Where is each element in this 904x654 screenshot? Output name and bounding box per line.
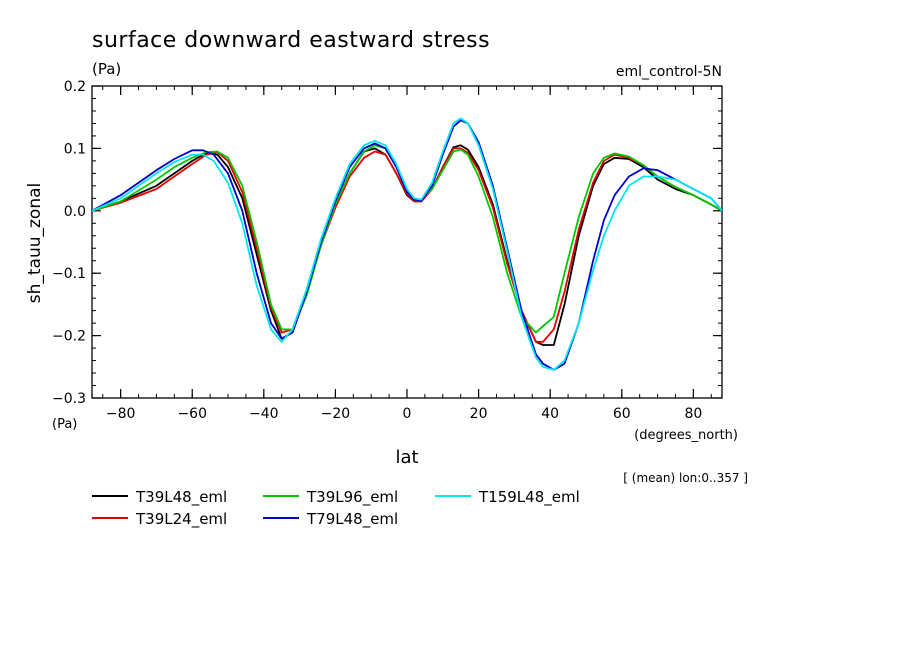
x-axis-units: (degrees_north): [634, 428, 738, 443]
series-line-t79l48-eml: [92, 119, 722, 371]
x-tick-label: 0: [403, 406, 412, 422]
x-axis-label: lat: [395, 447, 418, 468]
y-axis-units: (Pa): [52, 417, 77, 432]
footnote: [ (mean) lon:0..357 ]: [623, 471, 748, 485]
dataset-label: eml_control-5N: [616, 64, 722, 80]
chart-title: surface downward eastward stress: [92, 28, 490, 53]
x-tick-label: 20: [470, 406, 488, 422]
y-tick-label: 0.2: [64, 79, 86, 95]
x-tick-label: −40: [249, 406, 279, 422]
x-tick-label: 60: [613, 406, 631, 422]
x-tick-label: 80: [684, 406, 702, 422]
legend-label: T159L48_eml: [478, 488, 580, 507]
title-units: (Pa): [92, 60, 121, 78]
y-axis-label: sh_tauu_zonal: [25, 183, 45, 304]
series-line-t39l48-eml: [92, 144, 722, 346]
x-tick-label: −80: [106, 406, 136, 422]
legend-label: T39L48_eml: [135, 488, 227, 507]
y-tick-label: 0.1: [64, 141, 86, 157]
y-tick-label: −0.1: [52, 266, 86, 282]
x-tick-label: −20: [321, 406, 351, 422]
x-tick-label: 40: [541, 406, 559, 422]
y-tick-label: −0.2: [52, 329, 86, 345]
legend: T39L48_eml T39L24_eml T39L96_eml T79L48_eml…: [92, 488, 580, 529]
plot-frame: [91, 85, 723, 399]
y-tick-label: 0.0: [64, 204, 86, 220]
legend-label: T79L48_eml: [306, 510, 398, 529]
series-line-t39l96-eml: [92, 144, 722, 334]
legend-label: T39L24_eml: [135, 510, 227, 529]
legend-label: T39L96_eml: [306, 488, 398, 507]
x-tick-label: −60: [177, 406, 207, 422]
series-line-t159l48-eml: [92, 117, 722, 371]
y-tick-label: −0.3: [52, 391, 86, 407]
